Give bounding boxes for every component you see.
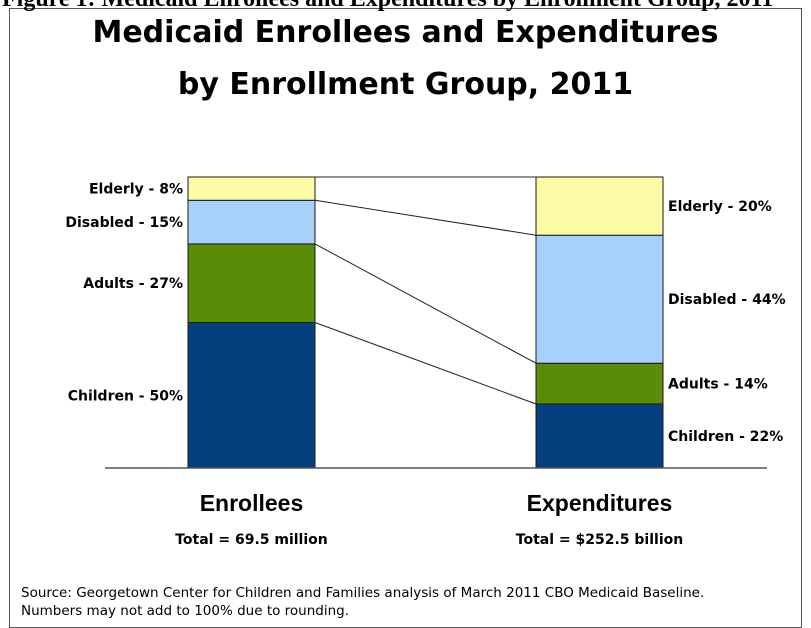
group-label-expenditures: Expenditures: [527, 490, 673, 516]
bar-expenditures-children: [535, 403, 664, 469]
bar-expenditures-adults: [535, 362, 664, 405]
source-line-2: Numbers may not add to 100% due to round…: [21, 603, 350, 619]
connector-line-disabled: [314, 199, 537, 236]
label-expenditures-children: Children - 22%: [668, 429, 783, 445]
bar-enrollees-adults: [187, 243, 316, 323]
total-label-enrollees: Total = 69.5 million: [175, 532, 328, 548]
total-label-expenditures: Total = $252.5 billion: [516, 532, 683, 548]
label-expenditures-disabled: Disabled - 44%: [668, 292, 786, 308]
chart-frame: [9, 8, 802, 628]
bar-expenditures-disabled: [535, 234, 664, 364]
bar-enrollees-children: [187, 322, 316, 469]
group-label-enrollees: Enrollees: [200, 490, 304, 516]
label-expenditures-adults: Adults - 14%: [668, 377, 768, 393]
chart-title-line-2: by Enrollment Group, 2011: [177, 67, 634, 102]
chart-title-line-1: Medicaid Enrollees and Expenditures: [92, 15, 719, 50]
connector-line-children: [314, 322, 537, 405]
connector-line-adults: [314, 243, 537, 364]
source-line-1: Source: Georgetown Center for Children a…: [21, 585, 705, 601]
bar-enrollees-elderly: [187, 176, 316, 201]
bar-expenditures-elderly: [535, 176, 664, 236]
label-enrollees-adults: Adults - 27%: [83, 276, 183, 292]
label-enrollees-elderly: Elderly - 8%: [89, 182, 183, 198]
figure-caption: Figure 1: Medicaid Enrollees and Expendi…: [2, 0, 807, 13]
label-enrollees-disabled: Disabled - 15%: [65, 215, 183, 231]
label-enrollees-children: Children - 50%: [68, 388, 183, 404]
label-expenditures-elderly: Elderly - 20%: [668, 199, 772, 215]
source-note: Source: Georgetown Center for Children a…: [21, 584, 791, 620]
bar-enrollees-disabled: [187, 199, 316, 245]
